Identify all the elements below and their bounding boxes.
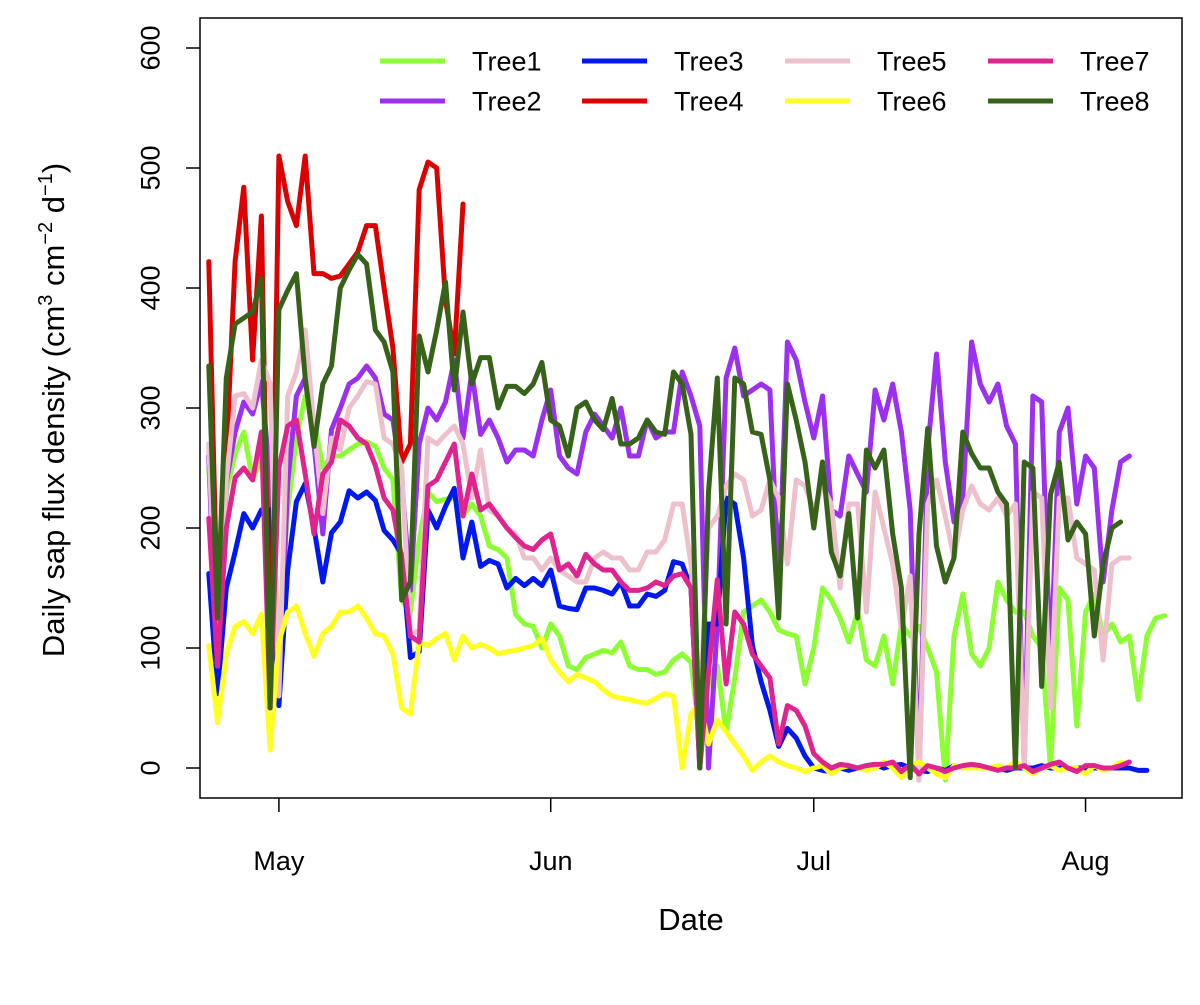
- legend-label-tree3: Tree3: [674, 46, 744, 76]
- y-axis-label-end: ): [36, 163, 71, 173]
- y-axis-label-mid-2: d: [36, 196, 71, 222]
- y-tick-label: 400: [135, 265, 165, 310]
- series-line-tree6: [206, 603, 1124, 781]
- legend-label-tree6: Tree6: [877, 86, 947, 116]
- y-tick-label: 200: [135, 505, 165, 550]
- series-line-tree8: [206, 251, 1124, 781]
- y-tick-label: 300: [135, 385, 165, 430]
- y-axis-label-sup-3: −1: [35, 173, 57, 196]
- x-axis-label: Date: [658, 902, 723, 937]
- y-axis-label-mid-1: cm: [36, 245, 71, 295]
- x-tick-label-jul: Jul: [796, 846, 831, 876]
- y-tick-label: 100: [135, 625, 165, 670]
- y-axis-label: Daily sap flux density (cm3 cm−2 d−1): [35, 163, 71, 657]
- legend-label-tree8: Tree8: [1080, 86, 1150, 116]
- y-tick-label: 500: [135, 145, 165, 190]
- plot-area-frame: [199, 17, 1183, 799]
- legend-label-tree5: Tree5: [877, 46, 947, 76]
- series-line-tree7: [206, 417, 1132, 777]
- axes-layer: 0 100 200 300 400 500 600 May Jun Jul Aug: [135, 25, 1109, 876]
- y-tick-label: 600: [135, 25, 165, 70]
- legend-label-tree1: Tree1: [472, 46, 542, 76]
- series-line-tree2: [206, 339, 1132, 783]
- legend: Tree1 Tree2 Tree3 Tree4 Tree5 Tree6 Tree7 Tree8: [380, 46, 1150, 116]
- legend-label-tree4: Tree4: [674, 86, 744, 116]
- x-tick-label-aug: Aug: [1062, 846, 1110, 876]
- legend-label-tree7: Tree7: [1080, 46, 1150, 76]
- y-axis-label-sup-1: 3: [35, 295, 57, 306]
- series-layer: [206, 153, 1167, 783]
- series-line-tree5: [206, 327, 1132, 783]
- series-line-tree4: [206, 153, 466, 711]
- x-tick-label-may: May: [253, 846, 305, 876]
- y-axis-label-main: Daily sap flux density (cm: [36, 306, 71, 657]
- legend-label-tree2: Tree2: [472, 86, 542, 116]
- y-axis-label-sup-2: −2: [35, 222, 57, 245]
- y-tick-label: 0: [135, 760, 165, 775]
- x-tick-label-jun: Jun: [529, 846, 573, 876]
